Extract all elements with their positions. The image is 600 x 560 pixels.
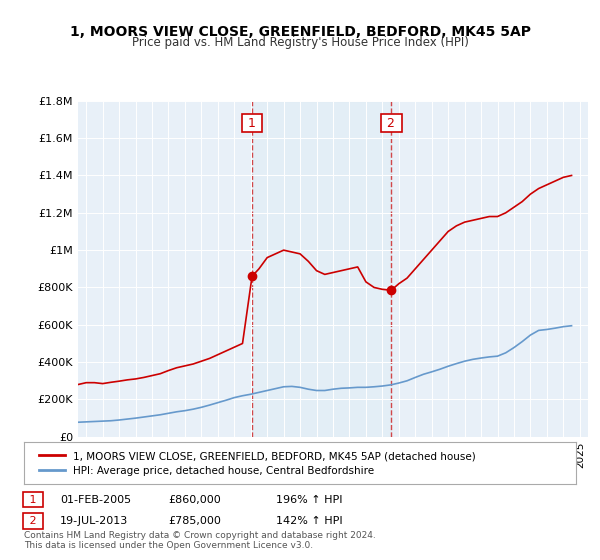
Text: 2: 2 [26, 516, 40, 526]
Bar [252, 101, 391, 437]
Text: £860,000: £860,000 [168, 494, 221, 505]
Legend: 1, MOORS VIEW CLOSE, GREENFIELD, BEDFORD, MK45 5AP (detached house), HPI: Averag: 1, MOORS VIEW CLOSE, GREENFIELD, BEDFORD… [35, 447, 480, 480]
Text: 1, MOORS VIEW CLOSE, GREENFIELD, BEDFORD, MK45 5AP: 1, MOORS VIEW CLOSE, GREENFIELD, BEDFORD… [70, 25, 530, 39]
Text: 1: 1 [26, 494, 40, 505]
Text: 1: 1 [244, 116, 260, 130]
Text: 196% ↑ HPI: 196% ↑ HPI [276, 494, 343, 505]
Text: £785,000: £785,000 [168, 516, 221, 526]
Text: Price paid vs. HM Land Registry's House Price Index (HPI): Price paid vs. HM Land Registry's House … [131, 36, 469, 49]
Text: Contains HM Land Registry data © Crown copyright and database right 2024.
This d: Contains HM Land Registry data © Crown c… [24, 530, 376, 550]
Text: 142% ↑ HPI: 142% ↑ HPI [276, 516, 343, 526]
Text: 01-FEB-2005: 01-FEB-2005 [60, 494, 131, 505]
Text: 2: 2 [383, 116, 399, 130]
Text: 19-JUL-2013: 19-JUL-2013 [60, 516, 128, 526]
